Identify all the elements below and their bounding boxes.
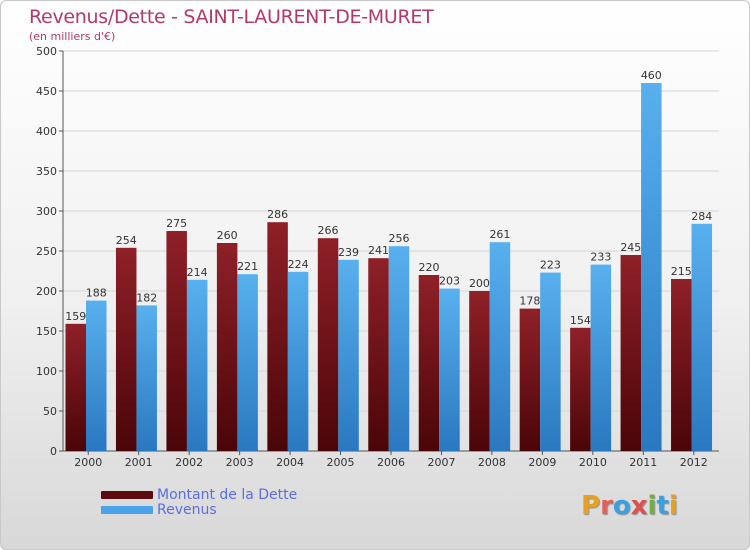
data-label-dette: 241	[368, 244, 389, 257]
bar-dette	[570, 327, 591, 451]
bar-revenus	[86, 300, 107, 451]
data-label-dette: 275	[166, 217, 187, 230]
bar-dette	[115, 247, 137, 451]
data-label-revenus: 224	[288, 258, 309, 271]
bar-dette	[469, 291, 490, 451]
data-label-dette: 159	[65, 310, 86, 323]
y-tick-label: 350	[36, 165, 57, 178]
bar-revenus	[489, 242, 511, 451]
data-label-dette: 154	[570, 314, 591, 327]
bar-dette	[317, 238, 339, 451]
bar-dette	[65, 323, 86, 451]
legend-swatch-dette	[101, 490, 153, 499]
y-axis: 0 50 100 150 200 250 300 350 400 450 500	[36, 45, 719, 458]
bar-dette	[519, 308, 541, 451]
legend-label-dette: Montant de la Dette	[157, 486, 298, 503]
x-tick-label: 2009	[528, 456, 556, 469]
legend-item-dette: Montant de la Dette	[101, 486, 298, 503]
bar-revenus	[136, 305, 157, 451]
x-tick-label: 2011	[629, 456, 657, 469]
bar-revenus	[287, 271, 309, 451]
x-tick-label: 2010	[579, 456, 607, 469]
data-label-revenus: 182	[136, 291, 157, 304]
data-label-revenus: 203	[439, 275, 460, 288]
x-tick-label: 2000	[74, 456, 102, 469]
bar-revenus	[590, 264, 612, 451]
bar-dette	[671, 279, 692, 451]
bar-dette	[267, 222, 288, 451]
bar-revenus	[186, 279, 208, 451]
bar-revenus	[388, 246, 410, 451]
data-label-revenus: 188	[86, 287, 107, 300]
y-tick-label: 300	[36, 205, 57, 218]
x-tick-label: 2012	[680, 456, 708, 469]
bars	[65, 83, 713, 451]
x-tick-label: 2007	[427, 456, 455, 469]
y-tick-label: 0	[50, 445, 57, 458]
bar-dette	[620, 255, 642, 451]
data-label-revenus: 221	[237, 260, 258, 273]
legend-item-revenus: Revenus	[101, 501, 297, 518]
proxiti-logo: Proxiti	[581, 491, 678, 521]
legend-swatch-revenus	[101, 505, 153, 514]
y-tick-label: 100	[36, 365, 57, 378]
data-label-revenus: 214	[187, 266, 208, 279]
y-tick-label: 50	[43, 405, 57, 418]
chart-subtitle: (en milliers d'€)	[29, 30, 116, 43]
data-label-dette: 215	[671, 265, 692, 278]
bar-revenus	[540, 272, 561, 451]
data-label-dette: 220	[418, 261, 439, 274]
data-label-revenus: 256	[389, 232, 410, 245]
legend-label-revenus: Revenus	[157, 501, 217, 518]
data-label-dette: 200	[469, 277, 490, 290]
bar-revenus	[338, 259, 359, 451]
data-label-revenus: 460	[641, 69, 662, 82]
bar-dette	[368, 258, 389, 451]
bar-revenus	[439, 288, 460, 451]
bar-dette	[166, 231, 187, 451]
y-tick-label: 150	[36, 325, 57, 338]
data-label-revenus: 284	[691, 210, 712, 223]
bar-dette	[418, 275, 440, 451]
x-axis: 2000 2001 2002 2003 2004 2005 2006 2007 2008 2009…	[74, 451, 708, 469]
y-tick-label: 200	[36, 285, 57, 298]
data-label-dette: 178	[519, 295, 540, 308]
data-label-dette: 286	[267, 208, 288, 221]
bar-dette	[216, 243, 238, 451]
data-label-dette: 260	[217, 229, 238, 242]
x-tick-label: 2001	[125, 456, 153, 469]
legend: Montant de la Dette Revenus	[101, 486, 298, 518]
bar-revenus	[641, 83, 662, 451]
y-tick-label: 250	[36, 245, 57, 258]
y-tick-label: 400	[36, 125, 57, 138]
x-tick-label: 2004	[276, 456, 304, 469]
y-tick-label: 500	[36, 45, 57, 58]
x-tick-label: 2003	[226, 456, 254, 469]
chart-title: Revenus/Dette - SAINT-LAURENT-DE-MURET	[29, 6, 434, 28]
data-label-revenus: 233	[590, 251, 611, 264]
y-tick-label: 450	[36, 85, 57, 98]
x-tick-label: 2006	[377, 456, 405, 469]
data-label-dette: 266	[318, 224, 339, 237]
x-tick-label: 2002	[175, 456, 203, 469]
x-tick-label: 2005	[327, 456, 355, 469]
data-label-revenus: 223	[540, 259, 561, 272]
x-tick-label: 2008	[478, 456, 506, 469]
data-label-dette: 254	[116, 234, 137, 247]
bar-revenus	[237, 274, 258, 451]
bar-revenus	[691, 223, 713, 451]
data-label-revenus: 239	[338, 246, 359, 259]
data-label-dette: 245	[620, 241, 641, 254]
data-label-revenus: 261	[489, 228, 510, 241]
